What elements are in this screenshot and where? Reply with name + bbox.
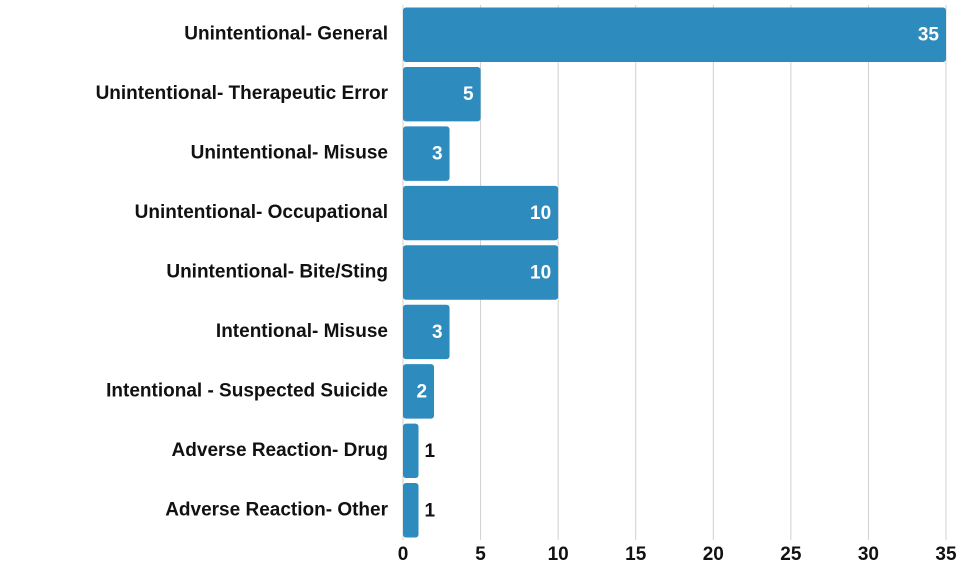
value-label: 35: [918, 25, 940, 46]
y-tick-label: Adverse Reaction- Other: [165, 499, 388, 520]
x-tick-label: 5: [475, 544, 486, 565]
bar: [403, 483, 419, 538]
bar: [403, 7, 946, 62]
bar: [403, 66, 481, 122]
value-label: 10: [530, 203, 551, 224]
y-tick-label: Unintentional- Bite/Sting: [166, 262, 388, 283]
y-tick-label: Adverse Reaction- Drug: [172, 440, 388, 461]
bar: [403, 126, 450, 181]
y-tick-label: Unintentional- Misuse: [191, 143, 388, 164]
value-label: 2: [416, 381, 427, 402]
value-label: 5: [463, 84, 474, 105]
bar: [403, 185, 559, 241]
bar: [403, 364, 435, 419]
y-tick-label: Intentional- Misuse: [216, 321, 388, 342]
value-label: 1: [425, 500, 436, 521]
y-tick-label: Unintentional- Therapeutic Error: [96, 83, 389, 104]
y-tick-label: Intentional - Suspected Suicide: [106, 380, 388, 401]
value-label: 3: [432, 144, 443, 165]
bar: [403, 304, 450, 360]
y-tick-label: Unintentional- Occupational: [135, 202, 388, 223]
bar: [403, 245, 559, 300]
x-tick-label: 15: [625, 544, 647, 565]
x-tick-label: 20: [703, 544, 724, 565]
x-tick-label: 10: [548, 544, 569, 565]
y-tick-label: Unintentional- General: [184, 24, 388, 45]
x-tick-label: 25: [780, 544, 802, 565]
x-tick-label: 0: [398, 544, 409, 565]
x-tick-label: 35: [935, 544, 957, 565]
value-label: 3: [432, 322, 443, 343]
x-tick-label: 30: [858, 544, 879, 565]
value-label: 1: [425, 441, 436, 462]
bar: [403, 423, 419, 479]
value-label: 10: [530, 263, 551, 284]
